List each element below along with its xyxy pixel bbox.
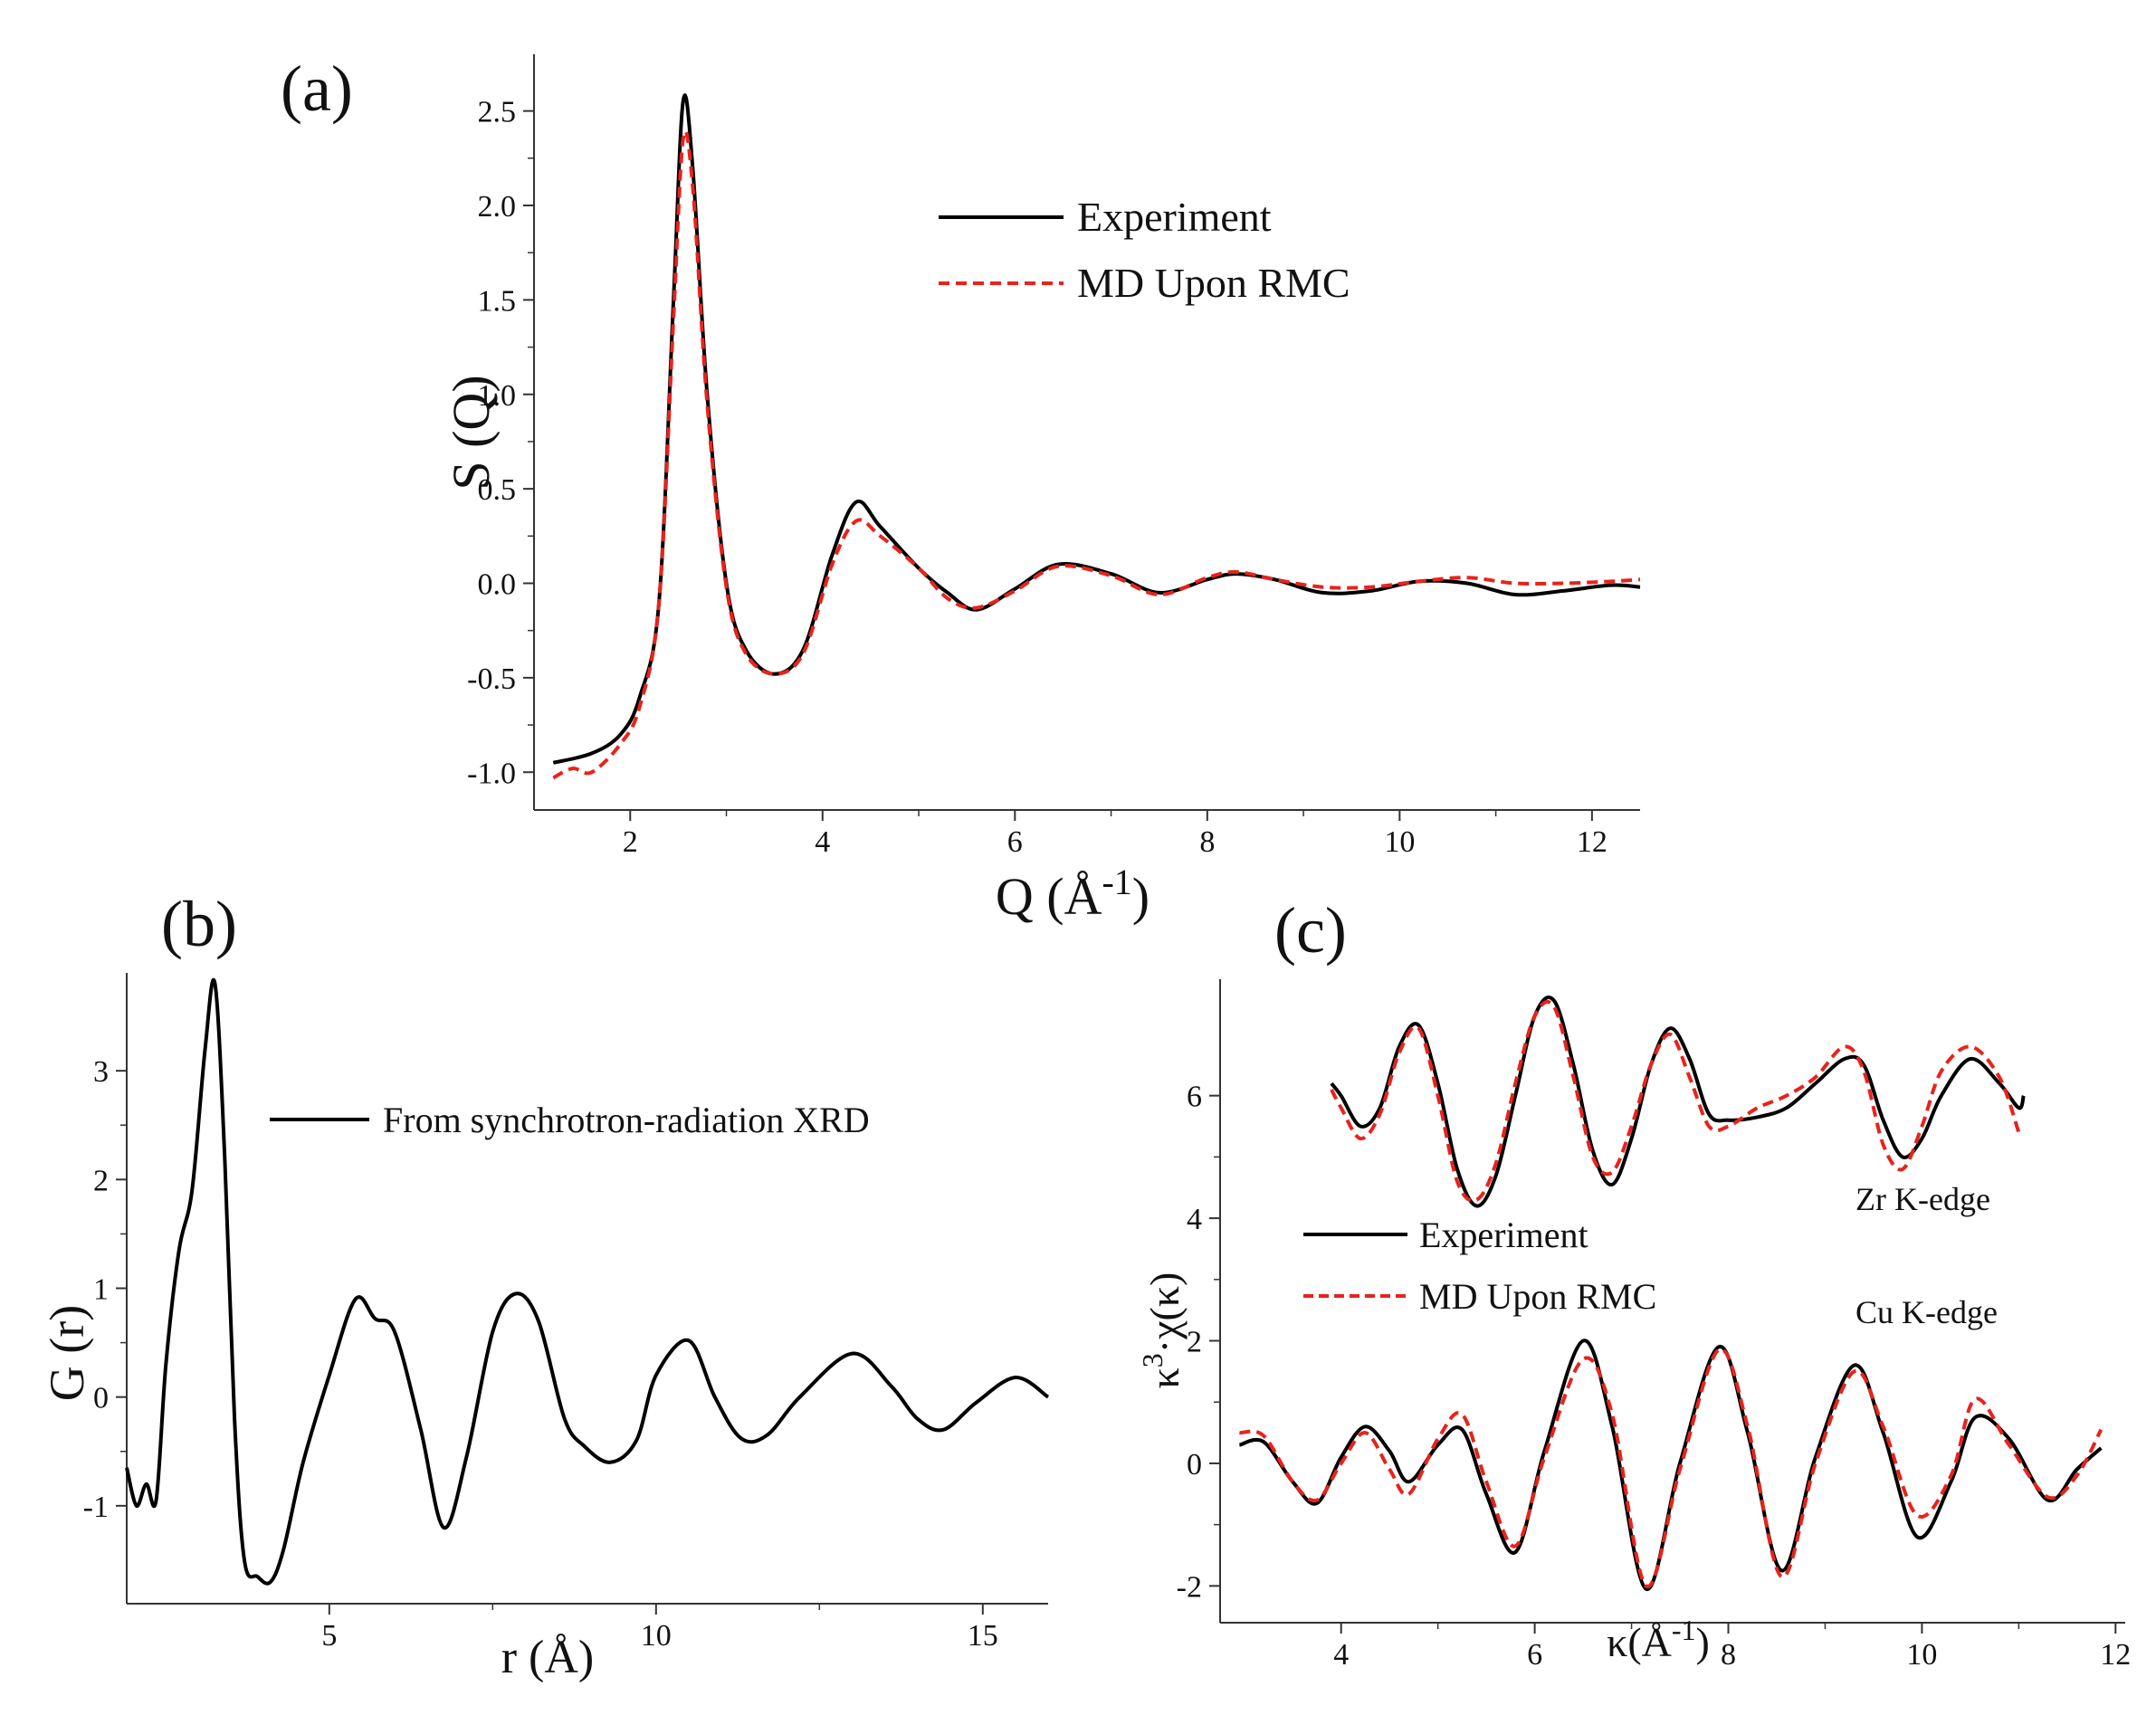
panel-c: (c) 4 6 8 10 12 -2 0 2 4 6 κ3·χ(κ) κ(Å-1) Experim… [1136, 894, 2131, 1672]
x-tick-label-c: 8 [1721, 1638, 1736, 1672]
x-tick-label-a: 10 [1384, 825, 1415, 859]
panel-c-ylabel: κ3·χ(κ) [1136, 1272, 1188, 1389]
panel-a: (a) 2 4 6 8 10 12 -1.0 -0.5 0.0 0.5 1.0 1.5 2.0 2.5 S… [281, 52, 1641, 927]
panel-a-legend: Experiment MD Upon RMC [939, 194, 1350, 306]
y-tick-label-b: 0 [93, 1382, 109, 1415]
y-tick-label-c: 0 [1187, 1448, 1202, 1482]
panel-b: (b) 5 10 15 -1 0 1 2 3 G (r) r (Å) From synchro… [40, 888, 1050, 1683]
y-tick-label-a: 0.5 [478, 473, 517, 507]
x-tick-label-b: 10 [641, 1619, 672, 1653]
series-experiment-a [552, 93, 1641, 765]
annotation-cu-k-edge: Cu K-edge [1855, 1294, 1998, 1330]
panel-b-xlabel: r (Å) [501, 1632, 595, 1683]
panel-a-ylabel: S (Q) [442, 375, 501, 490]
series-md-upon-rmc-cu-k-edge-c [1239, 1347, 2104, 1588]
x-tick-label-c: 10 [1906, 1638, 1937, 1672]
y-tick-label-c: 2 [1187, 1326, 1202, 1359]
panel-a-xlabel: Q (Å-1) [996, 862, 1150, 927]
series-md-upon-rmc-a [552, 129, 1641, 780]
y-tick-label-a: -0.5 [467, 662, 516, 696]
legend-label-md-a: MD Upon RMC [1077, 260, 1350, 306]
panel-a-label: (a) [281, 52, 353, 125]
x-tick-label-b: 5 [321, 1619, 337, 1653]
y-tick-label-b: 1 [93, 1273, 109, 1307]
panel-c-axes: 4 6 8 10 12 -2 0 2 4 6 [1177, 979, 2131, 1672]
y-tick-label-a: 2.5 [478, 96, 517, 129]
legend-label-experiment-c: Experiment [1419, 1215, 1588, 1255]
legend-label-md-c: MD Upon RMC [1419, 1276, 1656, 1317]
y-tick-label-a: 1.0 [478, 379, 517, 413]
y-tick-label-b: 3 [93, 1055, 109, 1089]
y-tick-label-b: -1 [83, 1491, 109, 1524]
x-tick-label-a: 2 [623, 825, 638, 859]
x-tick-label-a: 4 [815, 825, 830, 859]
y-tick-label-a: 0.0 [478, 568, 517, 602]
y-tick-label-a: 1.5 [478, 284, 517, 318]
x-tick-label-b: 15 [968, 1619, 998, 1653]
panel-b-ylabel: G (r) [40, 1305, 94, 1401]
legend-label-xrd-b: From synchrotron-radiation XRD [383, 1100, 870, 1140]
panel-b-legend: From synchrotron-radiation XRD [270, 1100, 870, 1140]
series-from-synchrotron-radiation-xrd-b [125, 977, 1050, 1586]
y-tick-label-a: -1.0 [467, 757, 516, 790]
y-tick-label-a: 2.0 [478, 190, 517, 224]
series-md-upon-rmc-zr-k-edge-c [1330, 1000, 2021, 1203]
panel-c-label: (c) [1274, 894, 1347, 967]
annotation-zr-k-edge: Zr K-edge [1855, 1181, 1990, 1217]
x-tick-label-c: 12 [2100, 1638, 2131, 1672]
y-tick-label-c: 6 [1187, 1081, 1202, 1114]
panel-a-axes: 2 4 6 8 10 12 -1.0 -0.5 0.0 0.5 1.0 1.5 2.0 2.5 [467, 54, 1641, 859]
x-tick-label-a: 8 [1199, 825, 1215, 859]
x-tick-label-a: 6 [1007, 825, 1023, 859]
x-tick-label-c: 4 [1333, 1638, 1349, 1672]
x-tick-label-c: 6 [1527, 1638, 1542, 1672]
panel-c-xlabel: κ(Å-1) [1607, 1614, 1710, 1665]
panel-b-axes: 5 10 15 -1 0 1 2 3 [83, 973, 1050, 1653]
y-tick-label-c: -2 [1177, 1570, 1202, 1604]
legend-label-experiment-a: Experiment [1077, 194, 1272, 240]
panel-b-label: (b) [161, 888, 237, 960]
y-tick-label-b: 2 [93, 1164, 109, 1197]
y-tick-label-c: 4 [1187, 1203, 1202, 1236]
panel-c-legend: Experiment MD Upon RMC [1303, 1215, 1656, 1317]
x-tick-label-a: 12 [1577, 825, 1607, 859]
